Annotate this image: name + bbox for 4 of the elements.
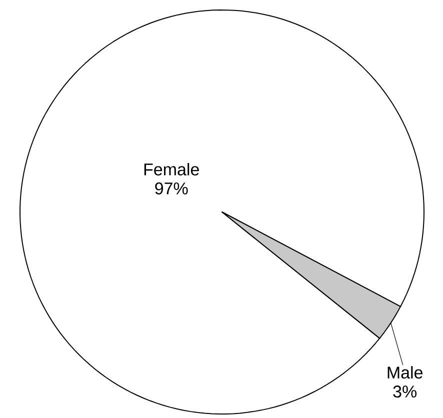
- slice-label: Male: [388, 366, 423, 379]
- data-label: 3%: [393, 386, 417, 398]
- data-label: 97%: [155, 182, 188, 194]
- slice-label: Female: [144, 162, 199, 176]
